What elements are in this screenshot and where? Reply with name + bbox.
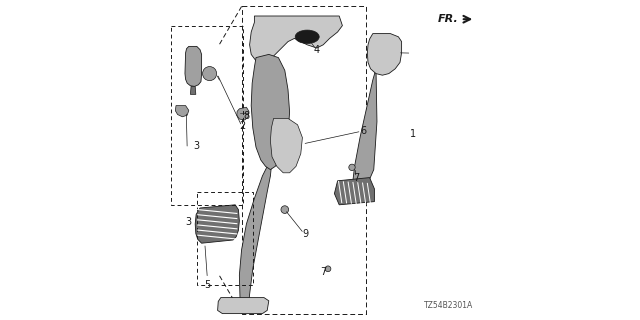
Text: 8: 8 xyxy=(243,111,250,121)
Polygon shape xyxy=(218,298,269,314)
Text: 2: 2 xyxy=(239,121,246,132)
Polygon shape xyxy=(191,86,196,94)
Text: 6: 6 xyxy=(360,126,366,136)
Polygon shape xyxy=(270,118,302,173)
Text: 7: 7 xyxy=(354,172,360,183)
Polygon shape xyxy=(367,34,402,75)
Bar xyxy=(172,26,243,205)
Text: 3: 3 xyxy=(194,140,200,151)
Text: 7: 7 xyxy=(320,267,326,277)
Text: 4: 4 xyxy=(314,44,320,55)
Polygon shape xyxy=(239,166,271,310)
Circle shape xyxy=(281,206,289,213)
Ellipse shape xyxy=(295,30,319,44)
Polygon shape xyxy=(334,178,374,205)
Polygon shape xyxy=(251,54,290,170)
Circle shape xyxy=(349,164,355,171)
Circle shape xyxy=(202,67,216,81)
Bar xyxy=(197,192,253,285)
Polygon shape xyxy=(250,16,342,64)
Polygon shape xyxy=(175,106,189,117)
Text: 5: 5 xyxy=(204,280,211,291)
Polygon shape xyxy=(185,46,202,86)
Circle shape xyxy=(325,266,331,272)
Text: 1: 1 xyxy=(410,129,416,140)
Text: 9: 9 xyxy=(302,228,308,239)
Polygon shape xyxy=(352,69,377,192)
Text: FR.: FR. xyxy=(438,14,458,24)
Polygon shape xyxy=(237,107,249,120)
Text: TZ54B2301A: TZ54B2301A xyxy=(424,301,474,310)
Polygon shape xyxy=(195,205,239,243)
Text: 3: 3 xyxy=(185,217,191,228)
